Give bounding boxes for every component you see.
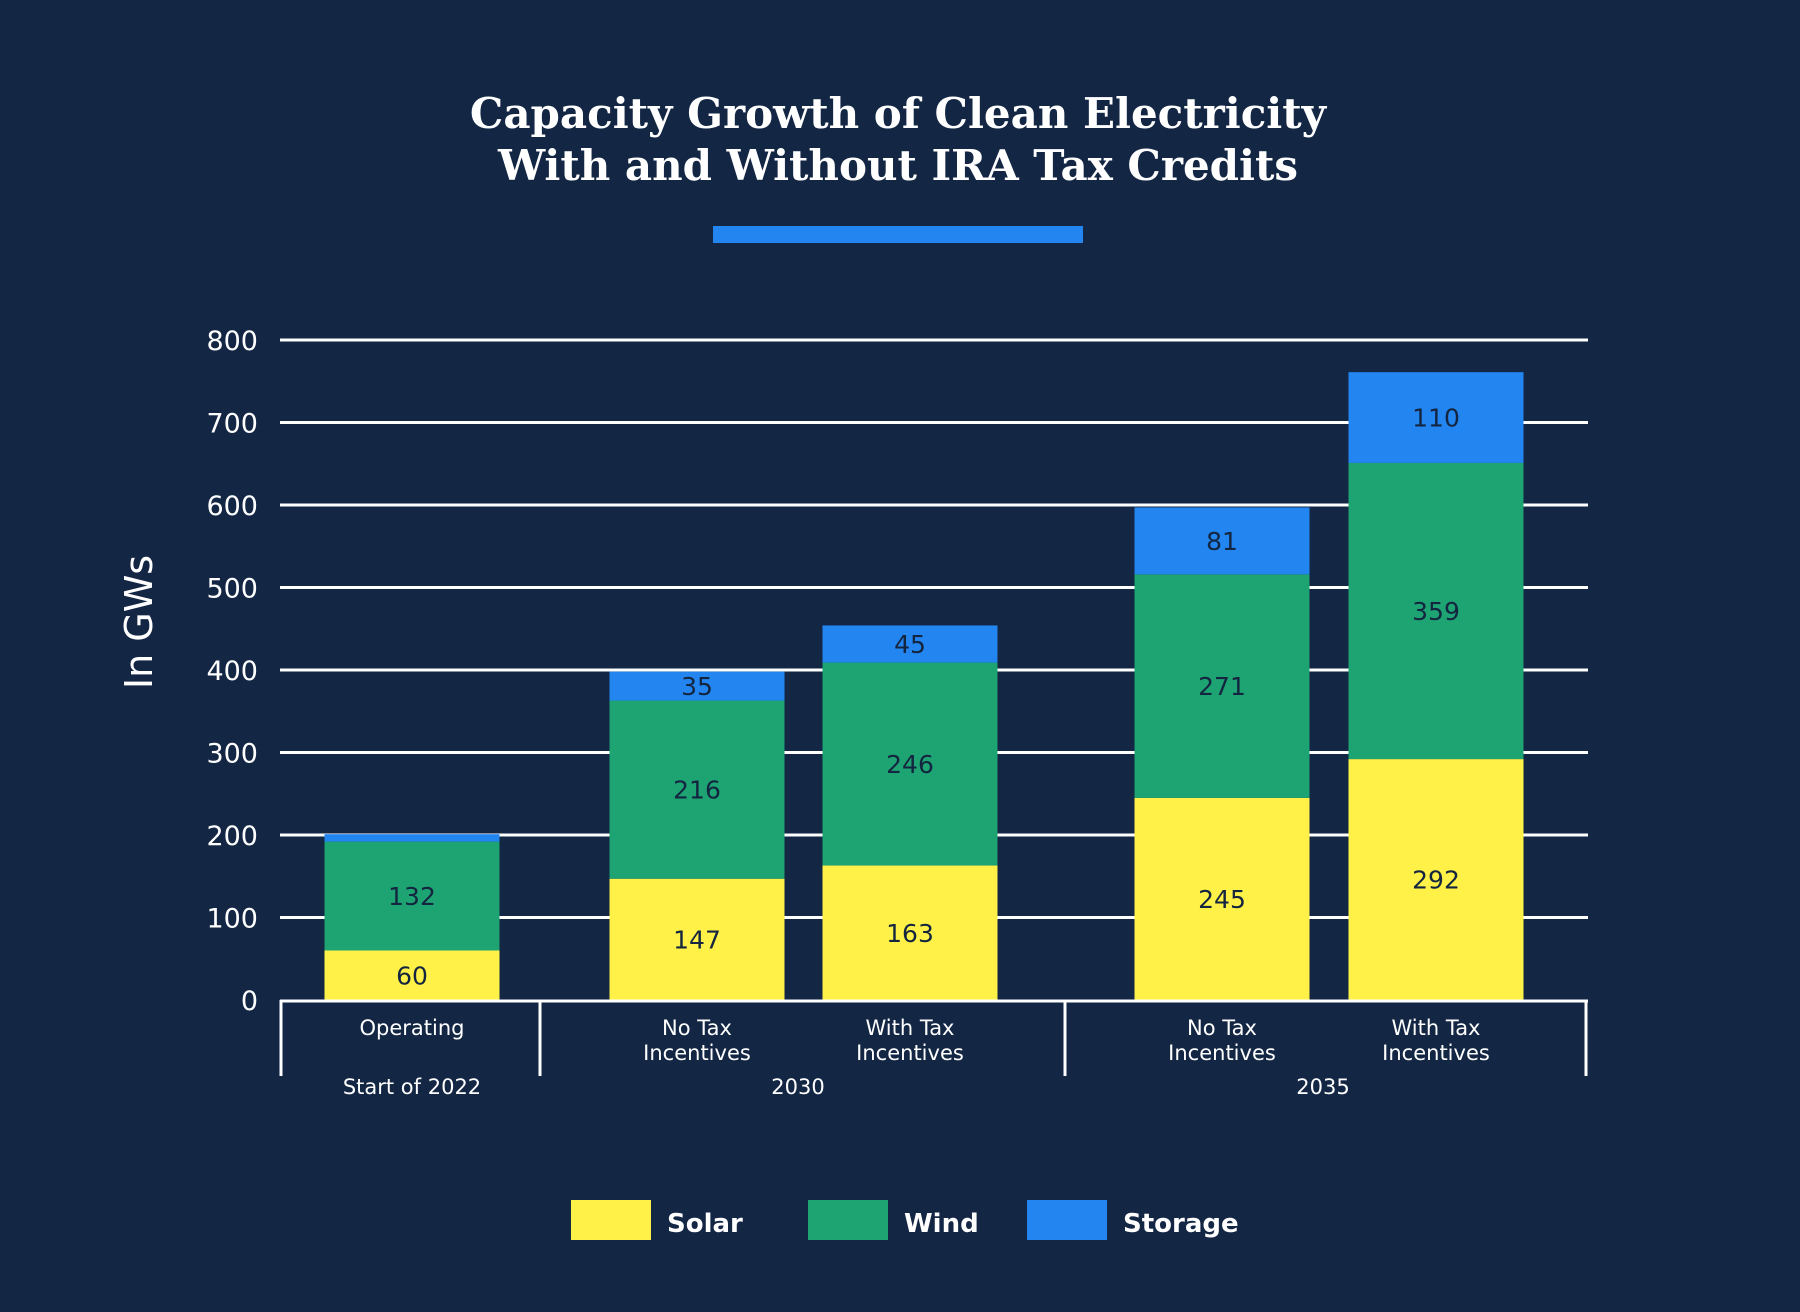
data-label-solar-2: 163 xyxy=(886,919,934,948)
chart-title-line-1: Capacity Growth of Clean Electricity xyxy=(470,89,1328,138)
bar-wind-3 xyxy=(1134,574,1310,798)
y-tick-600: 600 xyxy=(206,491,258,522)
bar-storage-4 xyxy=(1348,372,1524,463)
x-group-label-2: 2035 xyxy=(1296,1075,1349,1099)
legend-label-storage: Storage xyxy=(1123,1209,1239,1239)
title-underline-accent xyxy=(713,226,1083,243)
data-label-storage-1: 35 xyxy=(681,672,713,701)
bar-solar-1 xyxy=(609,878,785,1000)
x-category-label-0-0: Operating xyxy=(360,1016,465,1040)
chart-title-line-2: With and Without IRA Tax Credits xyxy=(497,141,1298,190)
legend-label-solar: Solar xyxy=(667,1209,743,1239)
y-axis-label: In GWs xyxy=(117,555,161,689)
y-tick-700: 700 xyxy=(206,409,258,440)
bar-wind-1 xyxy=(609,700,785,879)
x-category-label-1-0: No Tax xyxy=(662,1016,732,1040)
x-group-label-1: 2030 xyxy=(771,1075,824,1099)
data-label-wind-3: 271 xyxy=(1198,672,1246,701)
bar-storage-3 xyxy=(1134,507,1310,575)
x-category-label-2-0: With Tax xyxy=(865,1016,954,1040)
legend: Solar Wind Storage xyxy=(571,1200,1239,1240)
legend-swatch-solar xyxy=(571,1200,651,1240)
bar-solar-4 xyxy=(1348,759,1524,1000)
bar-storage-1 xyxy=(609,671,785,701)
y-tick-800: 800 xyxy=(206,326,258,357)
x-category-label-2-1: Incentives xyxy=(856,1041,964,1065)
bar-wind-2 xyxy=(822,662,998,866)
y-tick-300: 300 xyxy=(206,739,258,770)
data-label-wind-0: 132 xyxy=(388,882,436,911)
y-tick-500: 500 xyxy=(206,574,258,605)
data-label-storage-2: 45 xyxy=(894,630,926,659)
data-label-solar-1: 147 xyxy=(673,925,721,954)
bar-storage-0 xyxy=(324,834,500,842)
data-label-wind-2: 246 xyxy=(886,750,934,779)
bars: 60 132 147 216 35 163 246 45 245 271 81 292 359 110 xyxy=(324,372,1524,1000)
bar-solar-0 xyxy=(324,950,500,1000)
y-tick-200: 200 xyxy=(206,821,258,852)
data-label-solar-0: 60 xyxy=(396,961,428,990)
y-tick-400: 400 xyxy=(206,656,258,687)
bar-wind-0 xyxy=(324,841,500,951)
x-category-label-3-1: Incentives xyxy=(1168,1041,1276,1065)
legend-swatch-storage xyxy=(1027,1200,1107,1240)
data-label-storage-3: 81 xyxy=(1206,527,1238,556)
data-label-storage-4: 110 xyxy=(1412,404,1460,433)
data-label-solar-3: 245 xyxy=(1198,885,1246,914)
y-tick-100: 100 xyxy=(206,904,258,935)
data-label-wind-4: 359 xyxy=(1412,597,1460,626)
bar-wind-4 xyxy=(1348,462,1524,760)
bar-solar-3 xyxy=(1134,797,1310,1000)
x-category-label-4-1: Incentives xyxy=(1382,1041,1490,1065)
y-tick-0: 0 xyxy=(241,986,258,1017)
legend-swatch-wind xyxy=(808,1200,888,1240)
legend-label-wind: Wind xyxy=(904,1209,979,1239)
bar-solar-2 xyxy=(822,865,998,1000)
x-group-label-0: Start of 2022 xyxy=(343,1075,481,1099)
y-axis-ticks: 0 100 200 300 400 500 600 700 800 xyxy=(206,326,258,1017)
data-label-solar-4: 292 xyxy=(1412,866,1460,895)
data-label-wind-1: 216 xyxy=(673,776,721,805)
x-category-label-1-1: Incentives xyxy=(643,1041,751,1065)
x-category-label-3-0: No Tax xyxy=(1187,1016,1257,1040)
bar-storage-2 xyxy=(822,625,998,663)
x-category-label-4-0: With Tax xyxy=(1391,1016,1480,1040)
